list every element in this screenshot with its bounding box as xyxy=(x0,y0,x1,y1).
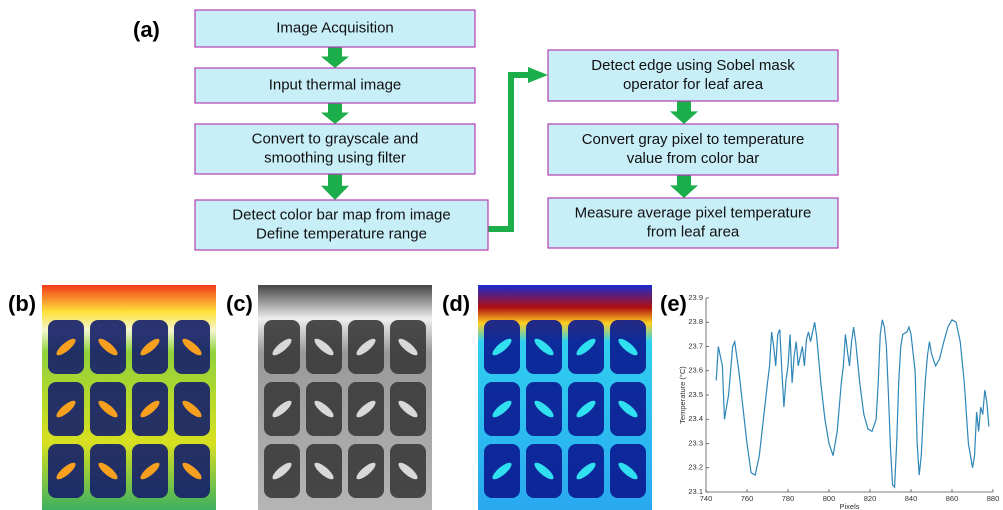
y-tick-label: 23.2 xyxy=(688,463,703,472)
flow-text: Image Acquisition xyxy=(276,19,394,36)
y-tick-label: 23.6 xyxy=(688,366,703,375)
x-tick-label: 860 xyxy=(946,494,959,503)
x-tick-label: 740 xyxy=(700,494,713,503)
flow-text: Define temperature range xyxy=(256,225,427,242)
figure: (a) Image Acquisition Input thermal image… xyxy=(0,0,1003,510)
flow-text: from leaf area xyxy=(647,223,740,240)
flowchart: Image Acquisition Input thermal image Conv… xyxy=(195,10,838,250)
flow-text: Detect color bar map from image xyxy=(232,206,450,223)
x-tick-label: 840 xyxy=(905,494,918,503)
flow-text: Convert to grayscale and xyxy=(252,130,419,147)
x-tick-label: 820 xyxy=(864,494,877,503)
axis xyxy=(706,298,993,492)
arrow xyxy=(670,101,698,124)
y-tick-label: 23.7 xyxy=(688,341,703,350)
panel-label: (c) xyxy=(226,291,253,316)
x-tick-label: 880 xyxy=(987,494,1000,503)
y-tick-label: 23.3 xyxy=(688,438,703,447)
flow-text: Measure average pixel temperature xyxy=(575,204,812,221)
x-axis-label: Pixels xyxy=(839,502,859,510)
flow-text: smoothing using filter xyxy=(264,149,406,166)
arrow xyxy=(528,67,548,83)
flow-text: Convert gray pixel to temperature xyxy=(582,131,805,148)
flow-text: operator for leaf area xyxy=(623,76,764,93)
y-tick-label: 23.4 xyxy=(688,414,703,423)
thermal-images xyxy=(42,285,652,510)
arrow xyxy=(321,174,349,200)
x-tick-label: 760 xyxy=(741,494,754,503)
data-line xyxy=(716,320,989,487)
x-tick-label: 800 xyxy=(823,494,836,503)
y-tick-label: 23.8 xyxy=(688,317,703,326)
flow-text: Input thermal image xyxy=(269,76,402,93)
panel-label: (d) xyxy=(442,291,470,316)
page: {"flowchart": {"label": "(a)", "nodes": … xyxy=(0,0,1003,510)
arrow xyxy=(488,75,530,229)
y-axis-label: Temperature (°C) xyxy=(678,366,687,424)
panel-label: (a) xyxy=(133,17,160,42)
x-tick-label: 780 xyxy=(782,494,795,503)
arrow xyxy=(670,175,698,198)
arrow xyxy=(321,103,349,124)
flow-text: value from color bar xyxy=(627,150,760,167)
panel-label: (e) xyxy=(660,291,687,316)
y-tick-label: 23.9 xyxy=(688,293,703,302)
panel-label: (b) xyxy=(8,291,36,316)
arrow xyxy=(321,47,349,68)
y-tick-label: 23.5 xyxy=(688,390,703,399)
flow-text: Detect edge using Sobel mask xyxy=(591,57,795,74)
